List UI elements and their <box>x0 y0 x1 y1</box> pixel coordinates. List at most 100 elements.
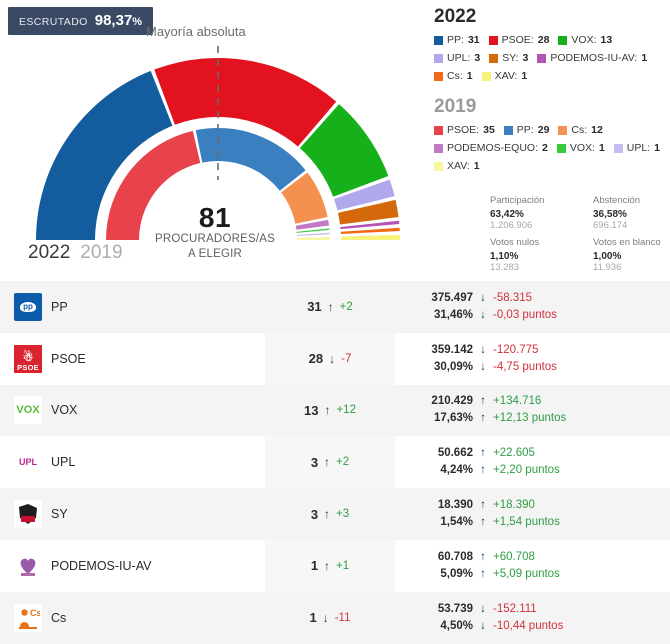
votes-percent: 5,09% <box>440 567 473 580</box>
votes-delta: -152.111 <box>493 602 537 615</box>
caption-line-1: PROCURADORES/AS <box>155 233 275 245</box>
legend-item-seats: 12 <box>591 124 603 136</box>
legend-item-label: VOX: <box>571 34 597 46</box>
legend-swatch-icon <box>488 35 498 45</box>
seats-up-arrow-icon: ↑ <box>324 455 331 470</box>
table-row[interactable]: Cs Cs 1 ↓ -11 53.739 ↓ -152.111 4,50% ↓ -10,44 pun… <box>0 591 670 644</box>
legend-swatch-icon <box>503 125 513 135</box>
percent-delta: -0,03 puntos <box>493 308 557 321</box>
legend-swatch-icon <box>434 161 443 171</box>
percent-delta: +1,54 puntos <box>493 516 560 529</box>
seats-delta: +1 <box>336 559 350 572</box>
table-row[interactable]: UPL UPL 3 ↑ +2 50.662 ↑ +22.605 4,24% ↑ +2,20 punt… <box>0 436 670 489</box>
seats-cell: 31 ↑ +2 <box>265 281 395 333</box>
psoe-logo: ☃ PSOE <box>14 344 42 373</box>
party-cell: Cs Cs <box>14 592 66 644</box>
escrutado-value: 98,37% <box>94 12 143 29</box>
percent-delta: -4,75 puntos <box>493 360 557 373</box>
legend-item-label: PP: <box>516 124 534 136</box>
arc-segment-vox <box>299 104 389 197</box>
pp-logo: pp <box>14 292 42 321</box>
votes-absolute-line: 375.497 ↓ -58.315 <box>395 290 657 307</box>
total-seats-caption: PROCURADORES/AS A ELEGIR <box>0 232 430 262</box>
legend-item-pp: PP: 29 <box>503 122 549 138</box>
votes-total: 359.142 <box>431 343 473 356</box>
party-name: UPL <box>51 455 76 470</box>
legend-item-upl: UPL: 1 <box>613 140 660 156</box>
votes-cell: 53.739 ↓ -152.111 4,50% ↓ -10,44 puntos <box>395 592 657 644</box>
legend-item-seats: 1 <box>641 52 648 64</box>
votes-up-arrow-icon: ↑ <box>480 395 486 408</box>
legend-item-label: PODEMOS-IU-AV: <box>550 52 638 64</box>
semicircle-seat-chart <box>36 46 400 241</box>
legend-item-label: PSOE: <box>447 124 480 136</box>
votes-absolute-line: 210.429 ↑ +134.716 <box>395 393 657 410</box>
legend-swatch-icon <box>558 125 568 135</box>
row-band-mid <box>265 332 395 385</box>
table-row[interactable]: VOX VOX 13 ↑ +12 210.429 ↑ +134.716 17,63% ↑ +12,1… <box>0 384 670 437</box>
votes-percent-line: 4,24% ↑ +2,20 puntos <box>395 462 657 479</box>
legend-title-2019: 2019 <box>434 96 477 117</box>
legend-swatch-icon <box>434 125 443 135</box>
participacion-label: Participación <box>490 195 545 206</box>
seats-delta: +3 <box>336 508 350 521</box>
abstencion-count: 696.174 <box>593 220 628 231</box>
party-name: Cs <box>51 610 67 625</box>
participation-column: Participación 63,42% 1.206.906 Votos nul… <box>490 195 567 279</box>
abstencion-pct: 36,58% <box>593 209 627 220</box>
votes-percent-line: 31,46% ↓ -0,03 puntos <box>395 307 657 324</box>
table-row[interactable]: ☃ PSOE PSOE 28 ↓ -7 359.142 ↓ -120.775 30,09% ↓ -4,… <box>0 332 670 385</box>
seats-delta: +2 <box>336 456 350 469</box>
row-band-right <box>395 332 670 385</box>
percent-down-arrow-icon: ↓ <box>480 308 486 321</box>
votes-up-arrow-icon: ↑ <box>480 447 486 460</box>
seats-cell: 28 ↓ -7 <box>265 333 395 385</box>
row-band-mid <box>265 539 395 592</box>
votes-percent: 17,63% <box>433 412 473 425</box>
row-band-left <box>0 488 265 540</box>
podemos-logo <box>14 551 42 580</box>
seats-delta: -7 <box>341 352 352 365</box>
vox-logo: VOX <box>14 396 42 425</box>
table-row[interactable]: SY 3 ↑ +3 18.390 ↑ +18.390 1,54% ↑ +1,54 puntos <box>0 488 670 540</box>
arc-segment-upl <box>296 232 330 236</box>
arc-segment-cs <box>340 227 400 234</box>
votes-cell: 18.390 ↑ +18.390 1,54% ↑ +1,54 puntos <box>395 488 657 540</box>
votes-percent-line: 5,09% ↑ +5,09 puntos <box>395 566 657 583</box>
legend-item-label: PODEMOS-EQUO: <box>447 142 539 154</box>
legend-swatch-icon <box>434 143 443 153</box>
legend-item-label: UPL: <box>626 142 651 154</box>
seats-up-arrow-icon: ↑ <box>324 507 331 522</box>
chart-section: ESCRUTADO 98,37% Mayoría absoluta 81 PRO… <box>0 0 670 281</box>
arc-segment-xav <box>296 237 330 240</box>
table-row[interactable]: pp PP 31 ↑ +2 375.497 ↓ -58.315 31,46% ↓ -0,03 pun… <box>0 281 670 333</box>
row-band-right <box>395 436 670 489</box>
arc-segment-xav <box>340 234 400 240</box>
votes-cell: 60.708 ↑ +60.708 5,09% ↑ +5,09 puntos <box>395 540 657 592</box>
arc-segment-psoe <box>154 57 337 147</box>
party-name: PSOE <box>51 351 86 366</box>
seats-count: 3 <box>310 506 319 522</box>
votes-total: 18.390 <box>437 499 473 512</box>
legend-item-seats: 35 <box>483 124 495 136</box>
party-cell: ☃ PSOE PSOE <box>14 333 86 385</box>
votes-down-arrow-icon: ↓ <box>480 602 486 615</box>
seats-count: 31 <box>307 299 322 315</box>
votes-absolute-line: 50.662 ↑ +22.605 <box>395 445 657 462</box>
escrutado-label: ESCRUTADO <box>19 16 88 28</box>
legend-item-label: VOX: <box>569 142 595 154</box>
legend-item-seats: 28 <box>537 34 550 46</box>
blanco-label: Votos en blanco <box>593 237 661 248</box>
arc-segment-upl <box>334 179 395 211</box>
percent-up-arrow-icon: ↑ <box>480 464 486 477</box>
table-row[interactable]: PODEMOS-IU-AV 1 ↑ +1 60.708 ↑ +60.708 5,09% ↑ +5,… <box>0 539 670 592</box>
seats-count: 3 <box>310 454 319 470</box>
votes-delta: +22.605 <box>493 447 535 460</box>
legend-item-cs: Cs: 1 <box>434 68 473 84</box>
arc-segment-sy <box>337 199 399 225</box>
votes-percent-line: 4,50% ↓ -10,44 puntos <box>395 618 657 635</box>
votes-delta: +60.708 <box>493 550 535 563</box>
legend-swatch-icon <box>556 143 566 153</box>
seats-delta: +2 <box>339 300 353 313</box>
percent-up-arrow-icon: ↑ <box>480 516 486 529</box>
